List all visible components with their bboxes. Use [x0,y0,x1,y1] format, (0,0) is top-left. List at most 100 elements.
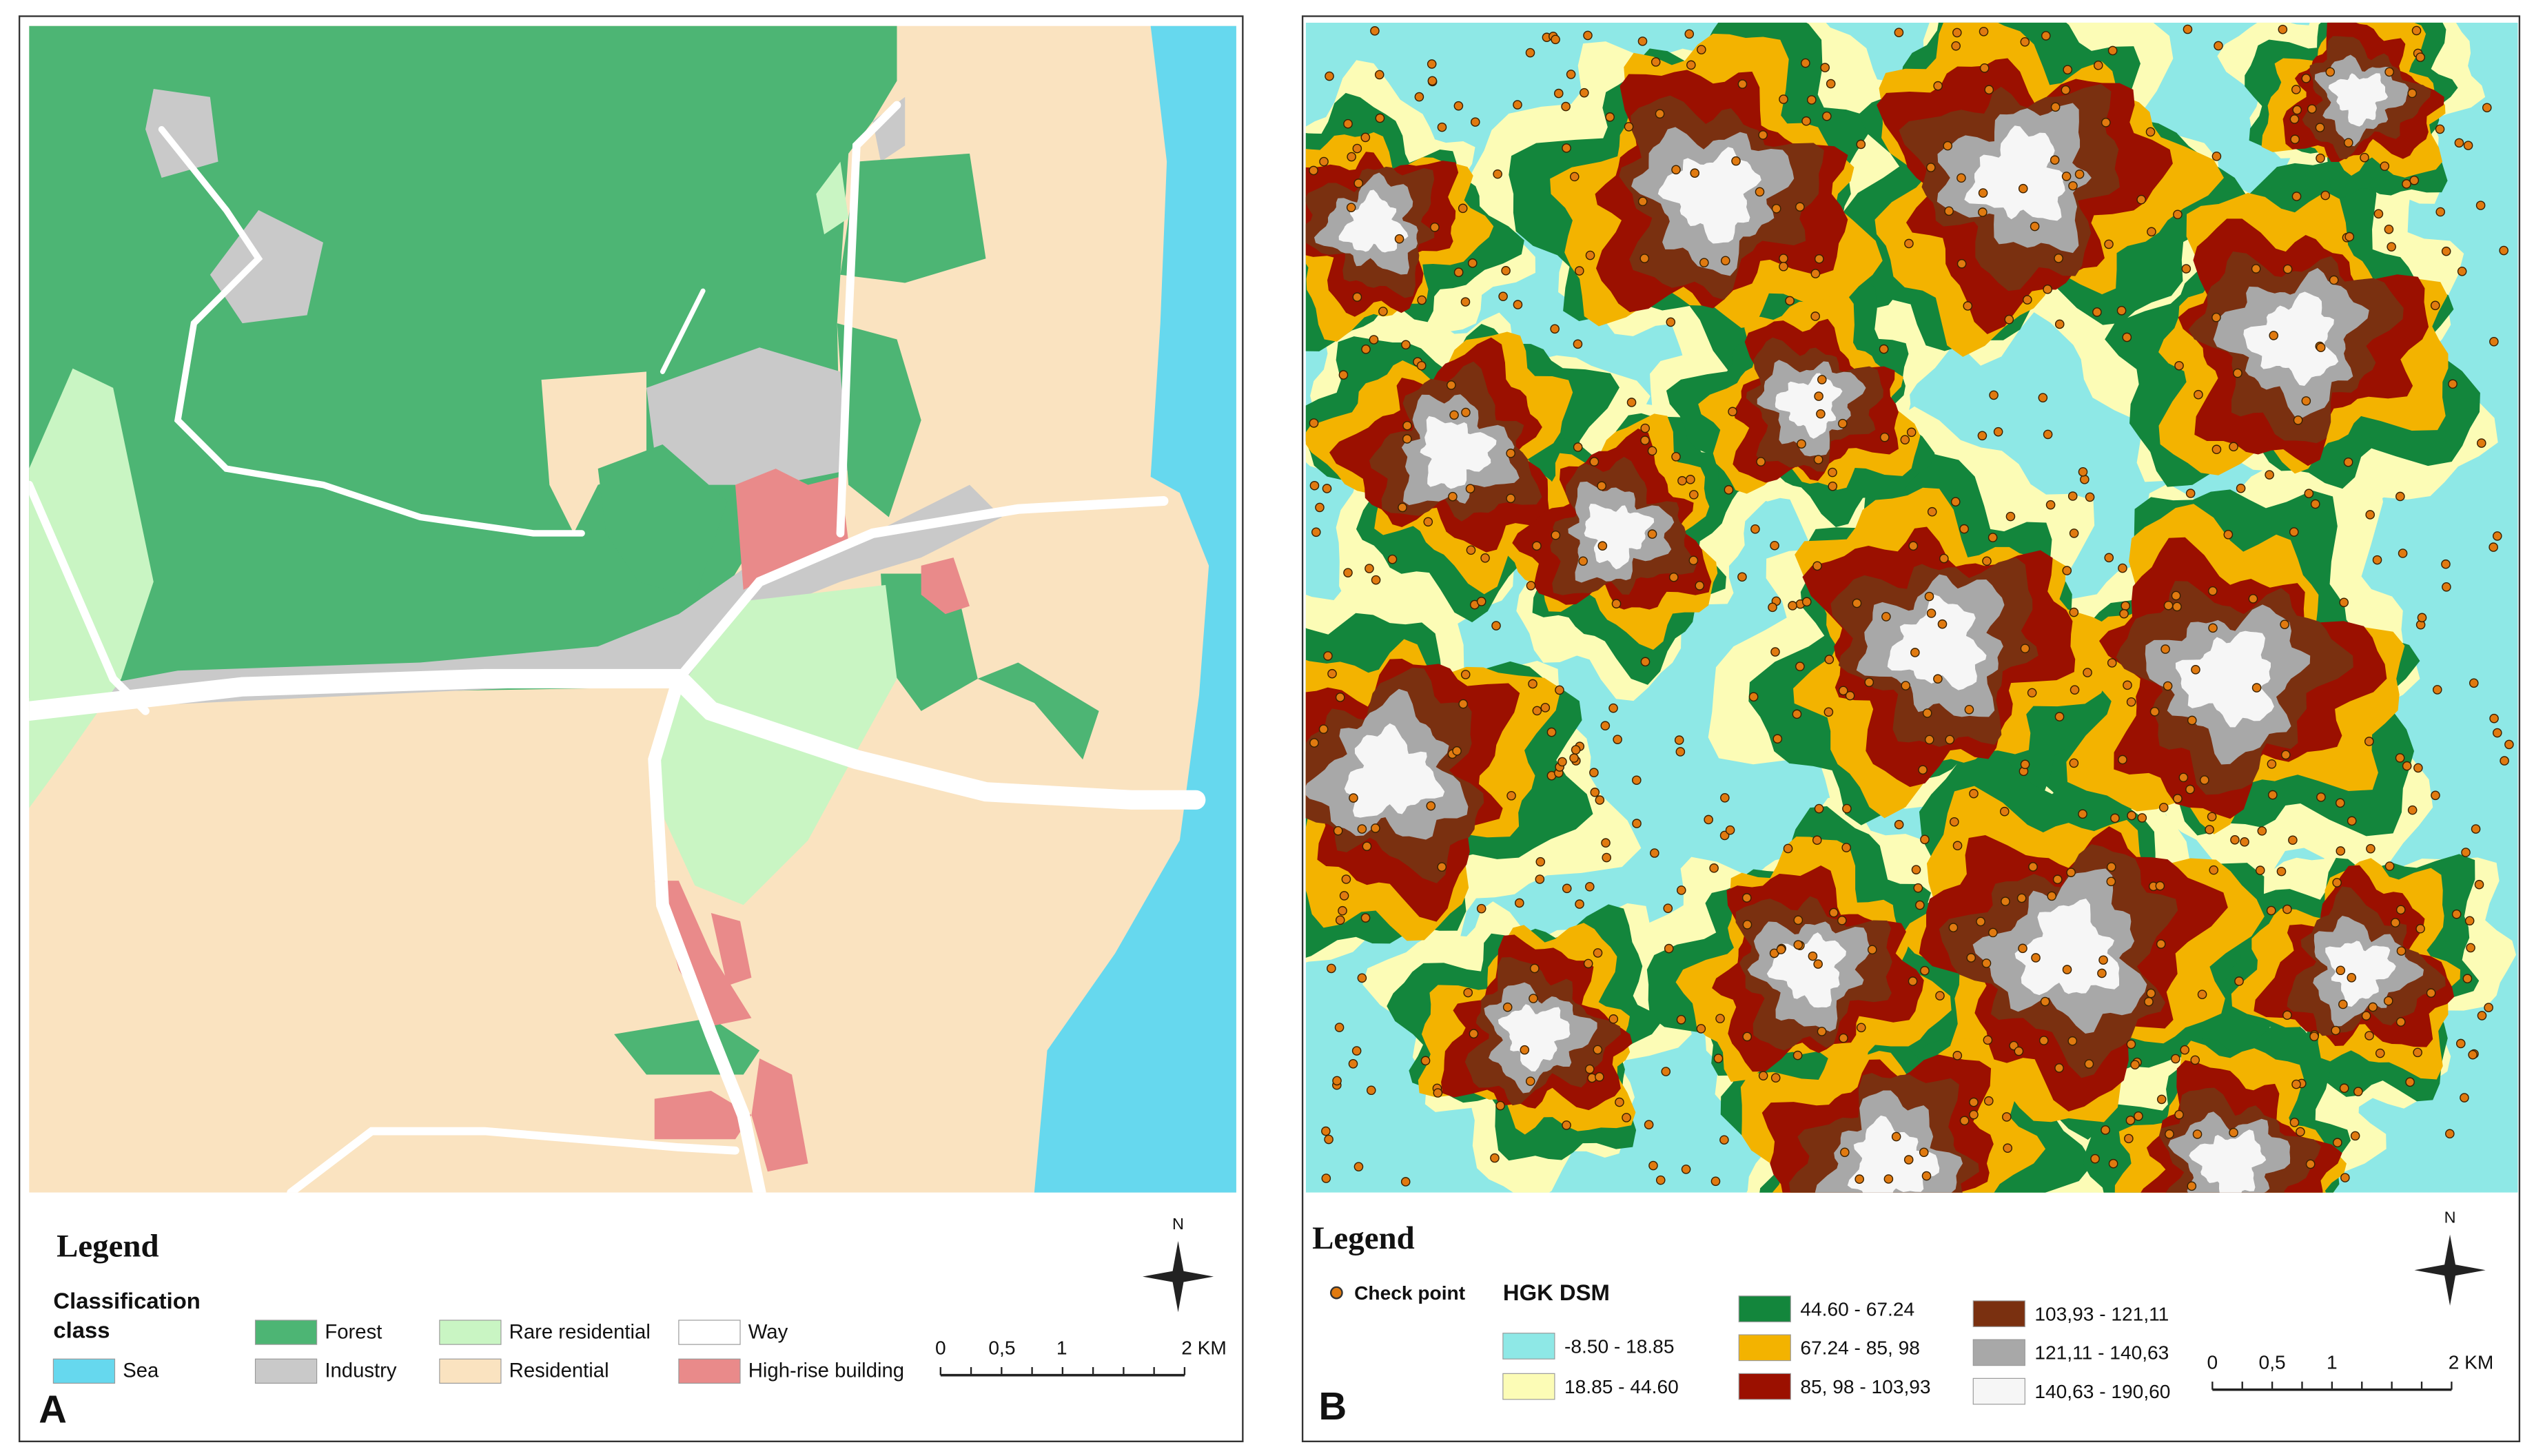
legend-swatch [254,1320,318,1345]
check-point [2069,529,2079,538]
check-point [1837,418,1848,429]
check-point [2251,264,2261,274]
check-point [1755,187,1765,197]
check-point [1801,58,1810,68]
check-point [1950,497,1961,506]
check-point [2251,683,2262,693]
check-point [2078,809,2087,819]
check-point [1338,370,1349,380]
check-point [1944,206,1954,216]
check-point [2040,996,2050,1007]
check-point [2484,1003,2493,1012]
check-point [1688,555,1699,566]
check-point [2054,254,2063,263]
check-point [2343,138,2353,147]
check-point [1801,597,1812,607]
sea [1034,25,1236,1193]
check-point [1696,1024,1706,1034]
terrain [1775,373,1843,439]
check-point [1770,540,1779,551]
check-point [2339,597,2349,608]
legend: Sea Forest Industry Rare residential Residen… [52,1320,904,1384]
check-point [2373,209,2384,219]
check-point [1420,1056,1431,1066]
check-point [1793,940,1804,950]
check-point [1690,168,1700,178]
check-point [1918,765,1928,775]
check-point [2097,968,2107,978]
check-point [2063,65,2073,74]
check-point [2014,1046,2024,1056]
check-point [2118,563,2127,573]
check-point [1741,893,1752,903]
check-point [2384,861,2395,871]
check-point [1447,380,1456,390]
check-point [1856,139,1866,150]
check-point [1770,1073,1781,1083]
check-point [1933,674,1943,684]
check-point [1908,976,1918,986]
terrain [1344,723,1445,818]
scale-label: 2 KM [1181,1337,1227,1359]
check-point [2043,429,2053,440]
check-point [1935,991,1945,1001]
industry [210,209,324,324]
check-point [2209,865,2219,875]
check-point [1343,119,1353,129]
check-point [1325,71,1334,81]
check-point [2248,594,2258,604]
check-point [2383,996,2393,1006]
check-point [1551,530,1561,540]
check-point [1365,564,1374,573]
check-point [2269,331,2279,340]
check-point [2347,973,2357,983]
check-point [2266,905,2276,916]
check-point [2361,1011,2371,1021]
check-point [2301,396,2311,406]
check-point [2380,161,2390,171]
check-point [1632,819,1642,828]
check-point [1546,727,1557,737]
check-point [2407,88,2417,99]
high-rise-building [921,557,970,615]
legend-swatch [1972,1339,2025,1366]
check-point [1351,1046,1362,1056]
check-point [1574,266,1584,276]
check-point [1318,724,1329,734]
check-point [1824,655,1835,664]
check-point [2163,600,2174,611]
check-point [1742,920,1753,930]
check-point [2265,470,2274,480]
ways [29,101,1206,1193]
check-point [1400,1177,1411,1187]
check-point [2395,1017,2406,1027]
high-rise-building [711,913,752,986]
check-point [1520,1045,1530,1055]
check-point [1837,915,1847,925]
check-point [1346,203,1356,212]
check-point [1969,788,1979,799]
check-point [1758,130,1768,140]
check-point [1360,913,1371,923]
check-point [1506,790,1516,801]
check-point [1327,668,1337,679]
check-point [2127,810,2136,821]
check-point [1624,122,1634,132]
legend-entry: 18.85 - 44.60 [1564,1376,1679,1397]
check-point [1939,553,1949,564]
check-point [1371,823,1380,833]
check-point [2504,739,2514,750]
north-label: N [2444,1208,2456,1226]
check-point [2062,965,2072,974]
check-point [2187,1181,2197,1191]
check-point [1427,76,1438,86]
check-point [1608,1014,1619,1024]
classification-map [29,25,1236,1193]
check-point [2080,475,2089,484]
check-point [1348,1058,1358,1069]
check-point [1979,63,1990,73]
check-point [1458,203,1468,214]
check-point [2240,837,2249,847]
check-point [1813,959,1823,969]
check-point [1309,480,1320,491]
